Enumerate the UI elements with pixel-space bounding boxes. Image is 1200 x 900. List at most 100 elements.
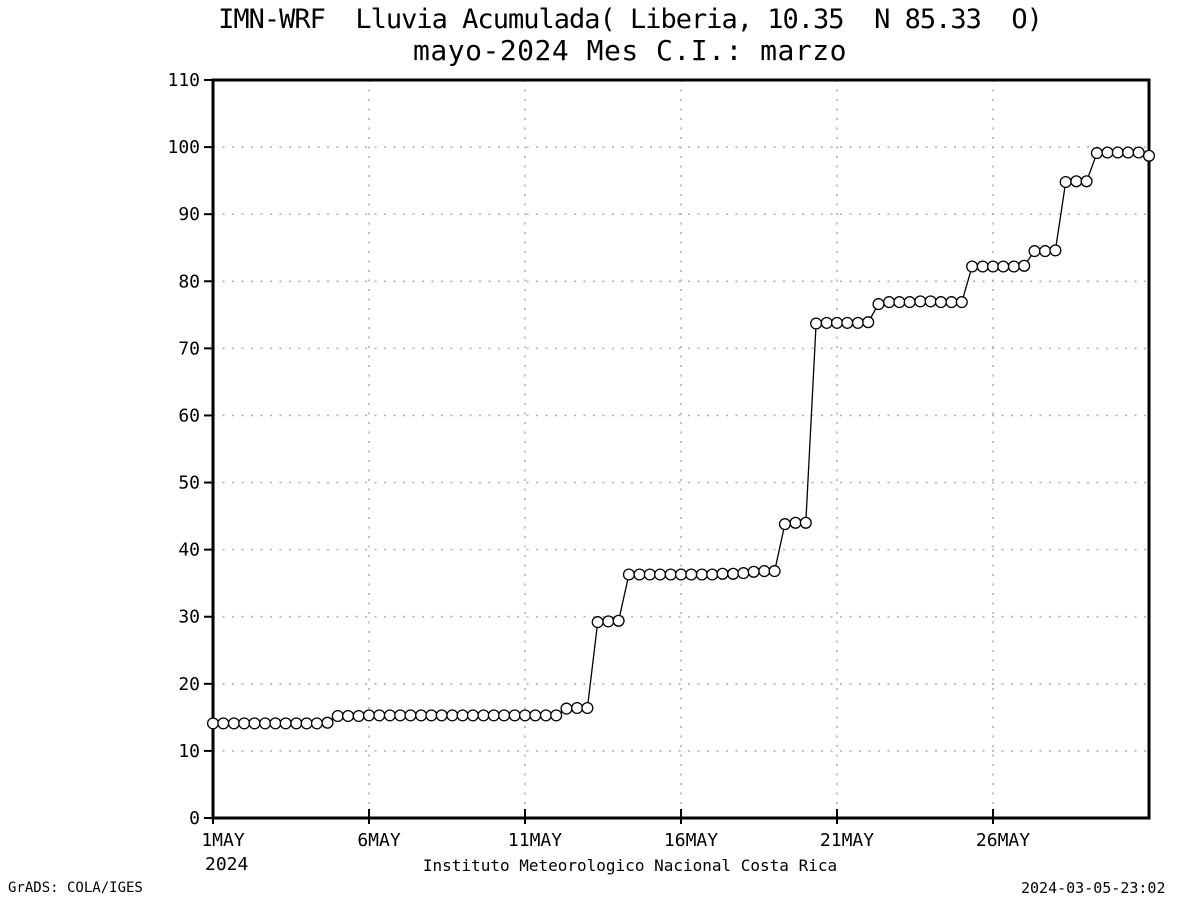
x-tick-label: 11MAY bbox=[508, 830, 562, 851]
rainfall-marker bbox=[747, 565, 760, 578]
rainfall-marker bbox=[487, 709, 500, 722]
rainfall-marker bbox=[758, 565, 771, 578]
rainfall-marker bbox=[1080, 175, 1093, 188]
rainfall-marker bbox=[1007, 260, 1020, 273]
y-tick-label: 40 bbox=[178, 540, 200, 561]
rainfall-marker bbox=[768, 565, 781, 578]
y-tick-label: 60 bbox=[178, 405, 200, 426]
rainfall-marker bbox=[217, 717, 230, 730]
rainfall-marker bbox=[248, 717, 261, 730]
rainfall-marker bbox=[560, 702, 573, 715]
rainfall-marker bbox=[664, 568, 677, 581]
x-tick-label: 1MAY bbox=[201, 830, 245, 851]
rainfall-marker bbox=[539, 709, 552, 722]
rainfall-marker bbox=[914, 295, 927, 308]
x-tick-label: 6MAY bbox=[357, 830, 401, 851]
rainfall-marker bbox=[466, 709, 479, 722]
rainfall-marker bbox=[1132, 146, 1145, 159]
rainfall-marker bbox=[342, 709, 355, 723]
rainfall-marker bbox=[425, 709, 438, 722]
rainfall-marker bbox=[654, 568, 667, 581]
y-tick-label: 30 bbox=[178, 607, 200, 628]
y-tick-label: 20 bbox=[178, 674, 200, 695]
rainfall-marker bbox=[508, 709, 521, 722]
footer-attribution: Instituto Meteorologico Nacional Costa R… bbox=[422, 856, 838, 875]
x-tick-sublabel: 2024 bbox=[205, 854, 248, 875]
rainfall-marker bbox=[591, 616, 604, 629]
rainfall-marker bbox=[1111, 146, 1124, 159]
rainfall-marker bbox=[820, 316, 833, 329]
render-timestamp: 2024-03-05-23:02 bbox=[1021, 879, 1166, 897]
rainfall-marker bbox=[435, 709, 448, 722]
rainfall-marker bbox=[778, 518, 791, 531]
rainfall-marker bbox=[851, 316, 864, 329]
rainfall-marker bbox=[446, 709, 459, 722]
rainfall-marker bbox=[518, 709, 532, 722]
rainfall-marker bbox=[394, 709, 407, 722]
rainfall-marker bbox=[331, 709, 344, 723]
rainfall-marker bbox=[1018, 259, 1031, 272]
grads-credit: GrADS: COLA/IGES bbox=[8, 880, 143, 896]
rainfall-marker bbox=[841, 316, 854, 329]
rainfall-marker bbox=[321, 716, 334, 729]
rainfall-marker bbox=[300, 717, 313, 730]
rainfall-marker bbox=[477, 709, 490, 722]
y-tick-label: 0 bbox=[189, 808, 200, 829]
rainfall-marker bbox=[716, 567, 729, 580]
rainfall-marker bbox=[1142, 149, 1156, 162]
rainfall-marker bbox=[498, 709, 511, 722]
rainfall-marker bbox=[550, 709, 563, 722]
rainfall-marker bbox=[976, 260, 989, 273]
y-tick-label: 50 bbox=[178, 473, 200, 494]
rainfall-marker bbox=[1101, 146, 1114, 159]
rainfall-marker bbox=[310, 717, 323, 730]
chart-title: IMN-WRF Lluvia Acumulada( Liberia, 10.35… bbox=[218, 4, 1043, 35]
y-tick-label: 110 bbox=[167, 70, 200, 91]
rainfall-marker bbox=[279, 717, 292, 730]
rainfall-marker bbox=[259, 717, 272, 730]
rainfall-marker bbox=[924, 295, 937, 308]
rainfall-marker bbox=[352, 709, 365, 723]
y-tick-label: 80 bbox=[178, 271, 200, 292]
chart-title-block: IMN-WRF Lluvia Acumulada( Liberia, 10.35… bbox=[30, 4, 1200, 67]
rainfall-marker bbox=[706, 568, 719, 581]
rainfall-marker bbox=[269, 717, 282, 730]
rainfall-marker bbox=[862, 316, 875, 329]
rainfall-marker bbox=[695, 568, 708, 581]
rainfall-marker bbox=[966, 260, 979, 273]
rainfall-marker bbox=[383, 709, 396, 722]
rainfall-marker bbox=[986, 260, 1000, 273]
chart-subtitle: mayo-2024 Mes C.I.: marzo bbox=[413, 34, 847, 68]
rainfall-marker bbox=[945, 296, 958, 309]
rainfall-marker bbox=[290, 717, 303, 730]
rainfall-marker bbox=[1039, 245, 1052, 258]
rainfall-marker bbox=[1059, 175, 1072, 189]
rainfall-marker bbox=[1122, 146, 1135, 159]
rainfall-marker bbox=[622, 568, 635, 581]
x-tick-label: 26MAY bbox=[976, 830, 1030, 851]
rainfall-marker bbox=[206, 717, 220, 730]
rainfall-line bbox=[213, 151, 1150, 725]
rainfall-marker bbox=[238, 717, 251, 730]
rainfall-marker bbox=[830, 316, 844, 329]
rainfall-marker bbox=[362, 709, 376, 722]
y-tick-label: 90 bbox=[178, 204, 200, 225]
y-tick-label: 10 bbox=[178, 741, 200, 762]
rainfall-marker bbox=[883, 296, 896, 309]
rainfall-marker bbox=[737, 567, 750, 580]
rainfall-marker bbox=[810, 317, 823, 330]
rainfall-marker bbox=[643, 568, 656, 581]
rainfall-marker bbox=[633, 568, 646, 581]
rainfall-marker bbox=[955, 296, 968, 309]
rainfall-marker bbox=[674, 568, 688, 581]
rainfall-marker bbox=[1049, 244, 1062, 257]
rainfall-marker bbox=[571, 701, 584, 715]
rainfall-marker bbox=[799, 516, 812, 529]
y-tick-label: 100 bbox=[167, 137, 200, 158]
rainfall-marker bbox=[415, 709, 428, 722]
rainfall-marker bbox=[529, 709, 542, 722]
rainfall-marker bbox=[456, 709, 469, 722]
rainfall-marker bbox=[227, 717, 240, 730]
